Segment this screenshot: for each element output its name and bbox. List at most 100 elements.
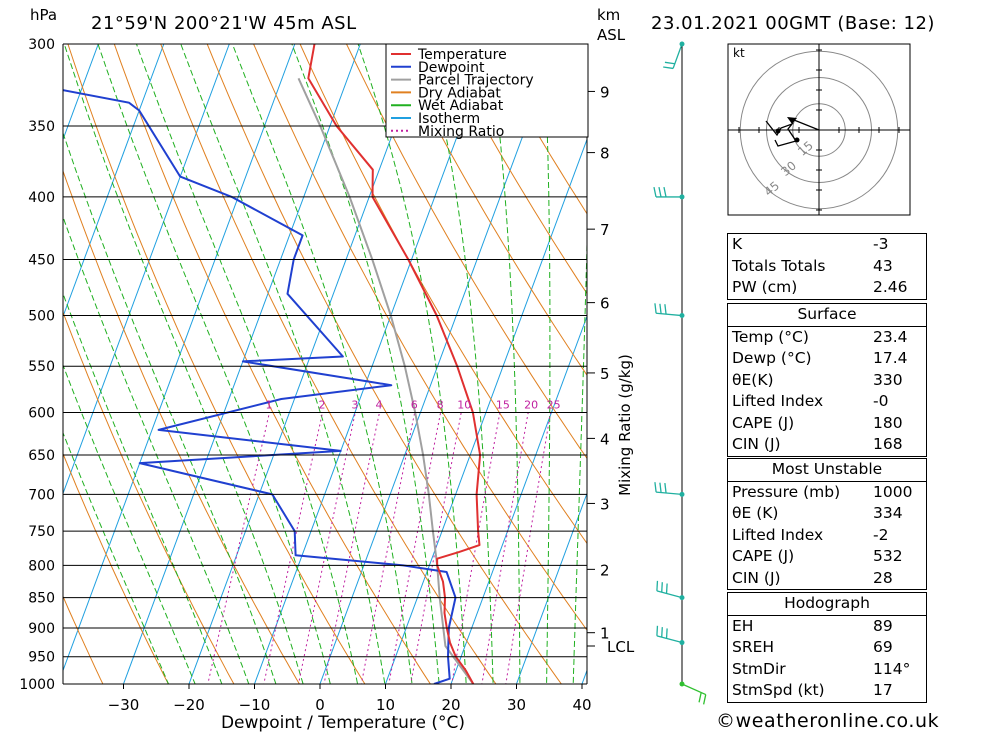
index-table-surface: Surface Temp (°C)23.4 Dewp (°C)17.4 θE(K… xyxy=(727,303,927,457)
km-tick-label: 9 xyxy=(600,83,610,101)
wind-barb-flag xyxy=(660,483,661,493)
x-tick-label: −10 xyxy=(239,696,271,714)
mixing-ratio-label: 8 xyxy=(437,398,444,411)
wind-barb-flag xyxy=(665,483,666,493)
km-tick-label: 4 xyxy=(600,430,610,448)
mixing-ratio-label: 10 xyxy=(457,398,471,411)
mixing-ratio-label: 2 xyxy=(319,398,326,411)
x-axis-title: Dewpoint / Temperature (°C) xyxy=(221,713,465,733)
dry-adiabat-line xyxy=(0,44,182,710)
x-tick-label: 20 xyxy=(441,696,460,714)
wind-barb-shaft xyxy=(657,636,682,643)
wind-barb-flag xyxy=(663,67,673,68)
wet-adiabat-line xyxy=(489,44,520,710)
pressure-tick-label: 800 xyxy=(28,558,55,574)
hodograph-unit-label: kt xyxy=(733,46,745,60)
wind-barb-flag xyxy=(655,303,656,313)
mixing-ratio-label: 3 xyxy=(351,398,358,411)
wind-barb-flag xyxy=(662,582,663,592)
pressure-tick-label: 900 xyxy=(28,621,55,637)
wind-barb-shaft xyxy=(656,313,682,315)
wind-barb-flag xyxy=(654,187,656,197)
dry-adiabat-line xyxy=(300,44,713,710)
surface-row: Lifted Index-0 xyxy=(728,391,926,413)
pressure-tick-label: 300 xyxy=(28,37,55,53)
index-row-k: K-3 xyxy=(728,234,926,256)
wind-barb xyxy=(655,482,685,497)
wind-barb-shaft xyxy=(682,684,706,695)
wet-adiabat-line xyxy=(0,44,179,710)
surface-row: Temp (°C)23.4 xyxy=(728,327,926,349)
isotherm-line xyxy=(0,44,164,710)
surface-row: CAPE (J)180 xyxy=(728,413,926,435)
parcel-trajectory-line xyxy=(299,78,474,684)
pressure-tick-label: 950 xyxy=(28,650,55,666)
most-unstable-row: CIN (J)28 xyxy=(728,568,926,590)
surface-row: CIN (J)168 xyxy=(728,434,926,456)
wind-barb xyxy=(663,42,684,69)
credit-text[interactable]: ©weatheronline.co.uk xyxy=(716,710,939,732)
pressure-tick-label: 500 xyxy=(28,309,55,325)
most-unstable-row: θE (K)334 xyxy=(728,503,926,525)
mixing-ratio-line xyxy=(478,413,529,710)
dry-adiabat-line xyxy=(254,44,647,710)
pressure-tick-label: 600 xyxy=(28,405,55,421)
wet-adiabat-line xyxy=(98,44,337,710)
most-unstable-row: Lifted Index-2 xyxy=(728,525,926,547)
hpa-unit-label: hPa xyxy=(30,6,57,24)
wind-barb-flag xyxy=(660,304,661,314)
dry-adiabat-line xyxy=(21,44,314,710)
wind-barb-shaft xyxy=(656,492,682,494)
wet-adiabat-line xyxy=(64,44,310,710)
asl-unit-label: ASL xyxy=(597,26,626,44)
hodograph-point xyxy=(776,129,781,134)
hodograph-title: Hodograph xyxy=(728,593,926,616)
wet-adiabat-line xyxy=(292,44,442,710)
mixing-ratio-label: 4 xyxy=(375,398,382,411)
wind-barb-flag xyxy=(699,693,701,703)
km-tick-label: 8 xyxy=(600,145,610,163)
isotherm-line xyxy=(0,44,33,710)
wind-barb xyxy=(655,303,685,318)
hodograph-point xyxy=(795,138,800,143)
km-tick-label: 6 xyxy=(600,295,610,313)
datetime-title: 23.01.2021 00GMT (Base: 12) xyxy=(651,13,935,34)
mixing-ratio-label: 20 xyxy=(524,398,538,411)
pressure-tick-label: 700 xyxy=(28,487,55,503)
wind-barb-flag xyxy=(655,482,656,492)
x-tick-label: 10 xyxy=(376,696,395,714)
dry-adiabat-line xyxy=(347,44,780,710)
wet-adiabat-line xyxy=(572,44,591,710)
surface-row: θE(K)330 xyxy=(728,370,926,392)
wind-barb-flag xyxy=(659,187,661,197)
mixing-ratio-line xyxy=(406,413,461,710)
wind-barb-flag xyxy=(667,583,668,593)
km-tick-label: 5 xyxy=(600,365,610,383)
km-tick-label: 3 xyxy=(600,495,610,513)
wind-barb-flag xyxy=(664,187,666,197)
mixing-ratio-label: 25 xyxy=(547,398,561,411)
most-unstable-row: CAPE (J)532 xyxy=(728,546,926,568)
wet-adiabat-line xyxy=(544,44,550,710)
hodograph-row: StmSpd (kt)17 xyxy=(728,680,926,702)
wind-barb-flag xyxy=(665,304,666,314)
wind-barb xyxy=(680,682,706,705)
pressure-tick-label: 450 xyxy=(28,253,55,269)
location-title: 21°59'N 200°21'W 45m ASL xyxy=(91,13,357,34)
wind-barb-flag xyxy=(657,581,658,591)
wind-barb-flag xyxy=(657,626,658,636)
dry-adiabat-line xyxy=(0,44,248,710)
wet-adiabat-line xyxy=(181,44,389,710)
mixing-ratio-label: 1 xyxy=(265,398,272,411)
pressure-tick-label: 650 xyxy=(28,448,55,464)
wet-adiabat-line xyxy=(7,44,258,710)
km-tick-label: LCL xyxy=(607,638,635,656)
mixing-ratio-line xyxy=(293,413,355,710)
pressure-tick-label: 550 xyxy=(28,359,55,375)
